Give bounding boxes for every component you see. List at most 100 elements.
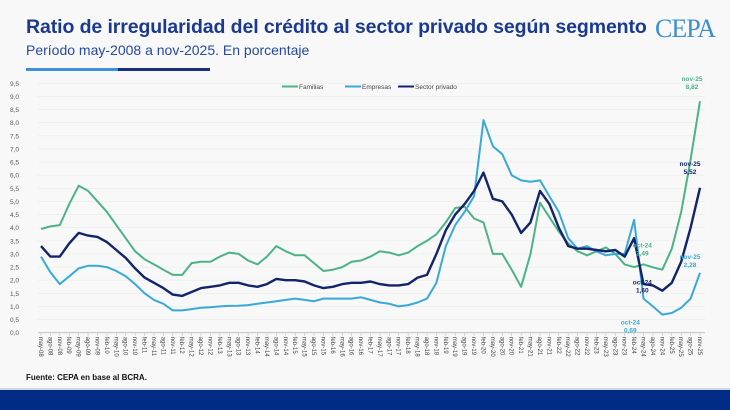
x-tick-label: nov-12 bbox=[206, 337, 212, 356]
y-tick-label: 7,5 bbox=[10, 133, 19, 140]
cepa-logo: CEPA bbox=[655, 14, 716, 43]
annotation-value: 8,82 bbox=[686, 84, 699, 91]
x-tick-label: ago-08 bbox=[46, 337, 52, 356]
x-tick-label: may-10 bbox=[112, 337, 118, 358]
x-tick-label: may-14 bbox=[263, 337, 269, 358]
annotation-value: 2,49 bbox=[636, 251, 649, 258]
legend-label: Sector privado bbox=[415, 84, 457, 91]
page-subtitle: Período may-2008 a nov-2025. En porcenta… bbox=[26, 42, 310, 58]
x-tick-label: ago-16 bbox=[348, 337, 354, 356]
x-tick-label: feb-24 bbox=[630, 337, 636, 355]
x-tick-label: ago-10 bbox=[122, 337, 128, 356]
y-tick-label: 4,0 bbox=[10, 225, 19, 232]
y-tick-label: 1,5 bbox=[10, 291, 19, 298]
annotation-period: oct-24 bbox=[621, 320, 641, 327]
annotation-period: nov-25 bbox=[680, 254, 701, 261]
x-tick-label: feb-17 bbox=[367, 337, 373, 355]
y-tick-label: 9,5 bbox=[10, 81, 19, 88]
x-tick-label: feb-15 bbox=[291, 337, 297, 355]
x-tick-label: nov-17 bbox=[395, 337, 401, 356]
x-tick-label: may-19 bbox=[451, 337, 457, 358]
x-tick-label: ago-21 bbox=[536, 337, 542, 356]
annotation-period: oct-24 bbox=[633, 280, 653, 287]
x-tick-label: may-22 bbox=[564, 337, 570, 358]
x-tick-label: feb-14 bbox=[254, 337, 260, 355]
y-tick-label: 5,0 bbox=[10, 199, 19, 206]
x-tick-label: feb-18 bbox=[404, 337, 410, 355]
y-tick-label: 9,0 bbox=[10, 94, 19, 101]
y-tick-label: 2,5 bbox=[10, 265, 19, 272]
x-tick-label: nov-10 bbox=[131, 337, 137, 356]
series-line-empresas bbox=[40, 119, 701, 316]
legend-label: Familias bbox=[299, 84, 324, 91]
y-tick-label: 5,5 bbox=[10, 186, 19, 193]
title-accent-light bbox=[26, 68, 118, 71]
x-tick-label: ago-17 bbox=[385, 337, 391, 356]
x-tick-label: nov-15 bbox=[319, 337, 325, 356]
x-tick-label: may-08 bbox=[37, 337, 43, 358]
footer-bar bbox=[0, 390, 730, 410]
x-tick-label: nov-16 bbox=[357, 337, 363, 356]
x-tick-label: feb-25 bbox=[668, 337, 674, 355]
y-tick-label: 8,5 bbox=[10, 107, 19, 114]
x-tick-label: feb-22 bbox=[555, 337, 561, 355]
x-tick-label: may-17 bbox=[376, 337, 382, 358]
x-tick-label: feb-20 bbox=[479, 337, 485, 355]
x-tick-label: ago-22 bbox=[574, 337, 580, 356]
annotation-value: 2,28 bbox=[684, 262, 697, 269]
x-tick-label: feb-10 bbox=[103, 337, 109, 355]
x-tick-label: ago-19 bbox=[461, 337, 467, 356]
annotation-period: nov-25 bbox=[682, 76, 703, 83]
y-tick-label: 0,0 bbox=[10, 330, 19, 337]
x-tick-label: ago-13 bbox=[235, 337, 241, 356]
y-tick-label: 3,0 bbox=[10, 251, 19, 258]
y-tick-label: 0,5 bbox=[10, 317, 19, 324]
x-tick-label: nov-20 bbox=[508, 337, 514, 356]
y-tick-label: 1,0 bbox=[10, 304, 19, 311]
x-tick-label: may-09 bbox=[75, 337, 81, 358]
source-note: Fuente: CEPA en base al BCRA. bbox=[26, 373, 147, 382]
x-tick-label: nov-24 bbox=[658, 337, 664, 356]
x-tick-label: ago-12 bbox=[197, 337, 203, 356]
x-tick-label: nov-11 bbox=[169, 337, 175, 356]
x-tick-label: feb-12 bbox=[178, 337, 184, 355]
x-tick-label: nov-25 bbox=[696, 337, 702, 356]
x-tick-label: ago-23 bbox=[611, 337, 617, 356]
annotation-value: 0,69 bbox=[624, 328, 637, 335]
x-tick-label: feb-16 bbox=[329, 337, 335, 355]
x-tick-label: ago-18 bbox=[423, 337, 429, 356]
x-tick-label: ago-14 bbox=[272, 337, 278, 356]
x-tick-label: ago-09 bbox=[84, 337, 90, 356]
annotation-period: oct-24 bbox=[633, 243, 653, 250]
x-tick-label: nov-21 bbox=[545, 337, 551, 356]
x-tick-label: may-21 bbox=[527, 337, 533, 358]
x-tick-label: may-24 bbox=[640, 337, 646, 358]
series-line-sector-privado bbox=[40, 171, 702, 298]
y-tick-label: 8,0 bbox=[10, 120, 19, 127]
x-tick-label: nov-13 bbox=[244, 337, 250, 356]
x-tick-label: nov-09 bbox=[93, 337, 99, 356]
x-tick-label: feb-19 bbox=[442, 337, 448, 355]
x-tick-label: feb-21 bbox=[517, 337, 523, 355]
y-tick-label: 7,0 bbox=[10, 146, 19, 153]
x-tick-label: may-12 bbox=[188, 337, 194, 358]
x-tick-label: may-16 bbox=[338, 337, 344, 358]
x-tick-label: ago-25 bbox=[687, 337, 693, 356]
x-tick-label: feb-09 bbox=[65, 337, 71, 355]
x-tick-label: feb-11 bbox=[141, 337, 147, 354]
title-accent-dark bbox=[118, 68, 210, 71]
x-tick-label: may-18 bbox=[414, 337, 420, 358]
x-tick-label: may-23 bbox=[602, 337, 608, 358]
x-tick-label: may-11 bbox=[150, 337, 156, 357]
x-tick-label: may-13 bbox=[225, 337, 231, 358]
legend-label: Empresas bbox=[362, 84, 392, 91]
x-tick-label: nov-19 bbox=[470, 337, 476, 356]
x-tick-label: may-15 bbox=[301, 337, 307, 358]
x-tick-label: feb-23 bbox=[592, 337, 598, 355]
annotation-value: 1,60 bbox=[636, 288, 649, 295]
series-line-familias bbox=[40, 101, 701, 288]
x-tick-label: nov-22 bbox=[583, 337, 589, 356]
x-tick-label: feb-13 bbox=[216, 337, 222, 355]
y-tick-label: 3,5 bbox=[10, 238, 19, 245]
